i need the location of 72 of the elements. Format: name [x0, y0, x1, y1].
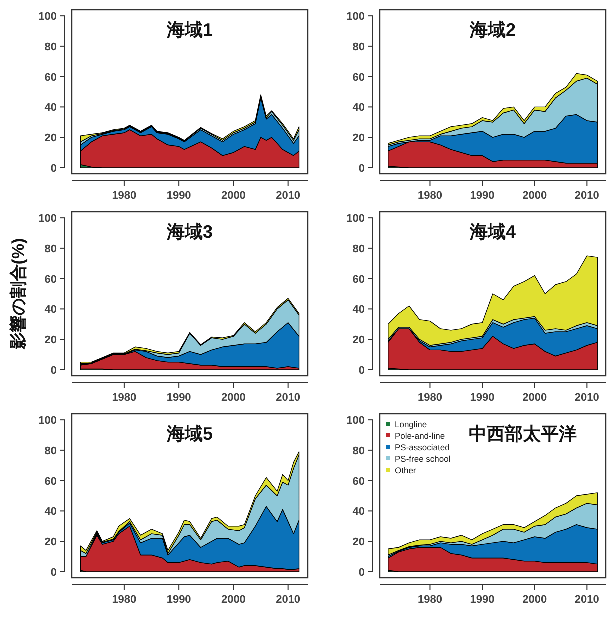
- text: 海域4: [468, 222, 516, 242]
- x-tick-label: 2010: [574, 190, 600, 202]
- y-tick-label: 100: [346, 11, 365, 24]
- y-tick-label: 40: [352, 102, 365, 114]
- text: 海域1: [166, 20, 214, 40]
- legend-label: Longline: [395, 420, 428, 430]
- y-tick-label: 20: [352, 132, 365, 145]
- x-tick-label: 1980: [418, 190, 442, 202]
- y-tick-label: 60: [44, 274, 57, 286]
- y-tick-label: 20: [44, 536, 57, 549]
- x-tick-label: 1980: [112, 190, 137, 202]
- y-tick-label: 0: [358, 162, 365, 175]
- x-tick-label: 2010: [574, 392, 600, 404]
- y-tick-label: 80: [352, 243, 365, 256]
- y-tick-label: 40: [352, 506, 365, 518]
- x-tick-label: 2000: [522, 594, 548, 606]
- x-tick-label: 1990: [166, 594, 192, 606]
- x-tick-label: 1990: [166, 190, 192, 202]
- y-tick-label: 100: [38, 213, 57, 226]
- y-tick-label: 20: [44, 334, 57, 347]
- y-tick-label: 0: [50, 364, 57, 377]
- x-tick-label: 1980: [418, 594, 442, 606]
- y-tick-label: 80: [44, 243, 57, 256]
- x-tick-label: 1990: [470, 392, 495, 404]
- y-tick-label: 0: [358, 566, 365, 579]
- text: 中西部太平洋: [469, 424, 577, 444]
- y-tick-label: 40: [44, 304, 57, 316]
- legend-label: Pole-and-line: [395, 431, 446, 441]
- x-tick-label: 2000: [522, 392, 548, 404]
- y-tick-label: 100: [38, 415, 57, 428]
- x-tick-label: 2010: [276, 594, 301, 606]
- y-tick-label: 60: [44, 72, 57, 84]
- x-tick-label: 1980: [112, 392, 137, 404]
- x-tick-label: 1990: [470, 190, 495, 202]
- y-tick-label: 20: [352, 536, 365, 549]
- x-tick-label: 2000: [522, 190, 548, 202]
- y-tick-label: 0: [50, 566, 57, 579]
- y-tick-label: 0: [50, 162, 57, 175]
- y-tick-label: 80: [44, 41, 57, 54]
- y-tick-label: 60: [44, 476, 57, 488]
- x-tick-label: 2000: [221, 392, 246, 404]
- text: 海域2: [468, 20, 516, 40]
- y-tick-label: 80: [44, 445, 57, 458]
- y-tick-label: 40: [44, 506, 57, 518]
- y-tick-label: 40: [352, 304, 365, 316]
- y-tick-label: 100: [38, 11, 57, 24]
- x-tick-label: 1980: [418, 392, 442, 404]
- y-tick-label: 0: [358, 364, 365, 377]
- text: 海域3: [166, 222, 214, 242]
- x-tick-label: 1990: [470, 594, 495, 606]
- y-tick-label: 60: [352, 274, 365, 286]
- legend-label: PS-associated: [395, 442, 450, 452]
- y-tick-label: 60: [352, 72, 365, 84]
- legend-label: Other: [395, 466, 416, 476]
- y-tick-label: 60: [352, 476, 365, 488]
- x-tick-label: 1980: [112, 594, 137, 606]
- x-tick-label: 2000: [221, 594, 246, 606]
- y-tick-label: 80: [352, 41, 365, 54]
- y-tick-label: 100: [346, 415, 365, 428]
- y-tick-label: 20: [352, 334, 365, 347]
- y-tick-label: 80: [352, 445, 365, 458]
- x-tick-label: 2010: [276, 190, 301, 202]
- x-tick-label: 2010: [276, 392, 301, 404]
- y-tick-label: 40: [44, 102, 57, 114]
- x-tick-label: 2000: [221, 190, 246, 202]
- x-tick-label: 2010: [574, 594, 600, 606]
- text: 海域5: [166, 424, 214, 444]
- x-tick-label: 1990: [166, 392, 192, 404]
- y-axis-title: 影響の割合(%): [9, 238, 28, 351]
- y-tick-label: 20: [44, 132, 57, 145]
- legend-label: PS-free school: [395, 454, 451, 464]
- y-tick-label: 100: [346, 213, 365, 226]
